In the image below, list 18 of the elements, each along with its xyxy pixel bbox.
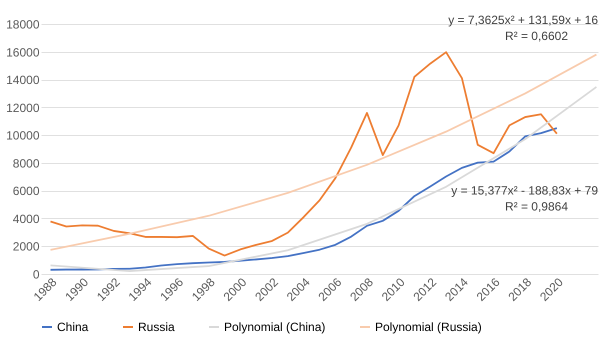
annotation: y = 15,377x² - 188,83x + 79	[451, 183, 598, 198]
legend-label: China	[57, 320, 89, 334]
y-tick-label: 10000	[6, 128, 40, 143]
y-tick-label: 12000	[6, 100, 40, 115]
y-tick-label: 4000	[12, 212, 40, 226]
legend-label: Polynomial (Russia)	[375, 320, 482, 334]
annotation: y = 7,3625x² + 131,59x + 16	[448, 13, 598, 27]
y-tick-label: 0	[32, 268, 40, 282]
legend-label: Russia	[138, 320, 176, 334]
y-tick-label: 14000	[6, 73, 40, 88]
annotation: R² = 0,9864	[504, 199, 568, 214]
y-tick-label: 8000	[12, 156, 40, 170]
legend-label: Polynomial (China)	[224, 320, 326, 334]
annotation: R² = 0,6602	[504, 29, 568, 43]
y-tick-label: 16000	[6, 45, 40, 60]
y-tick-label: 6000	[12, 184, 40, 198]
y-tick-label: 2000	[12, 240, 40, 254]
y-tick-label: 18000	[6, 18, 40, 32]
